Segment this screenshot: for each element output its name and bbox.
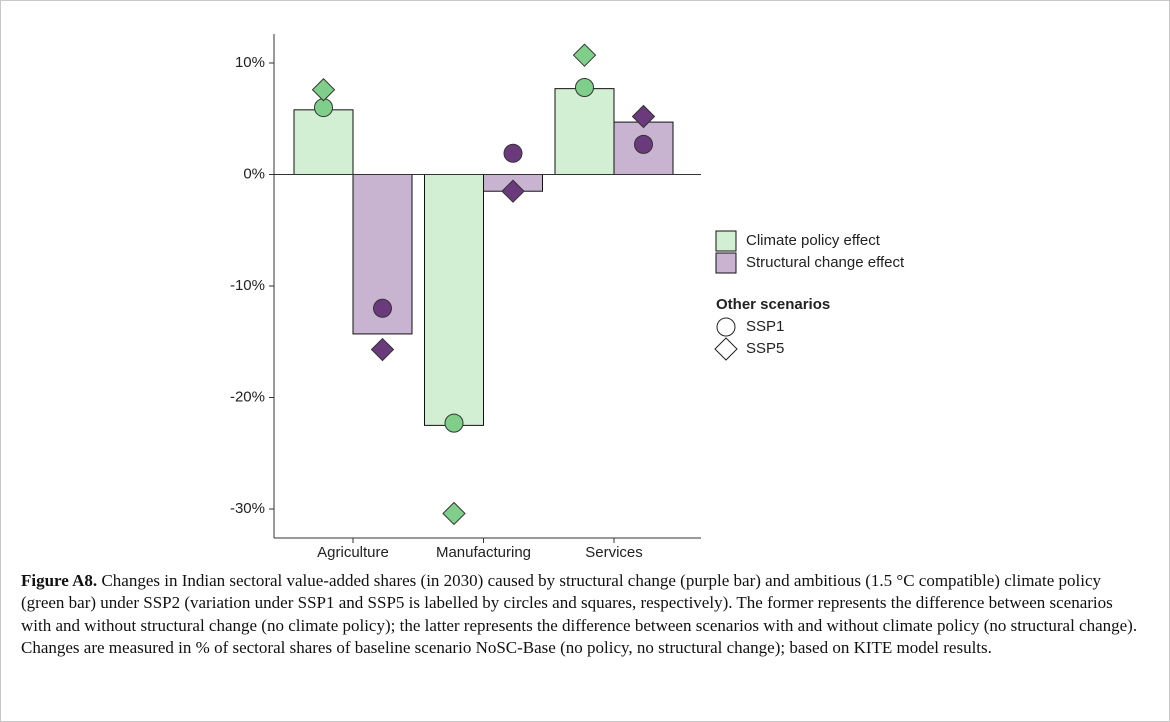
x-tick-label: Manufacturing <box>436 544 531 561</box>
chart: 10% 0% -10% -20% -30% Agriculture Manufacturin… <box>230 34 905 561</box>
legend-marker <box>714 337 738 361</box>
bar <box>554 88 615 175</box>
y-tick-label: 10% <box>235 54 265 71</box>
bar <box>424 173 484 426</box>
y-tick-label: -10% <box>230 277 265 294</box>
legend-swatch <box>715 230 737 252</box>
scenario-marker <box>444 413 464 433</box>
legend-title: Other scenarios <box>716 296 830 313</box>
legend-label: Structural change effect <box>746 254 905 271</box>
scenario-marker <box>370 337 395 362</box>
y-tick-label: 0% <box>243 165 265 182</box>
caption-text: Changes in Indian sectoral value-added s… <box>21 571 1138 658</box>
y-tick-label: -20% <box>230 388 265 405</box>
x-tick-label: Services <box>585 544 643 561</box>
y-tick-label: -30% <box>230 500 265 517</box>
legend-swatch <box>715 252 737 274</box>
bar <box>293 109 354 175</box>
legend-label: SSP1 <box>746 318 784 335</box>
scenario-marker <box>442 501 466 526</box>
legend-label: SSP5 <box>746 340 784 357</box>
scenario-marker <box>572 43 597 67</box>
x-tick-label: Agriculture <box>317 544 389 561</box>
legend-marker <box>716 317 736 337</box>
scenario-marker <box>634 134 653 154</box>
scenario-marker <box>631 104 656 129</box>
caption: Figure A8. Changes in Indian sectoral va… <box>21 570 1141 660</box>
scenario-marker <box>501 179 525 203</box>
scenario-marker <box>373 298 392 318</box>
caption-label: Figure A8. <box>21 571 98 590</box>
scenario-marker <box>311 78 336 102</box>
scenario-marker <box>575 78 594 98</box>
legend-label: Climate policy effect <box>746 232 881 249</box>
scenario-marker <box>503 143 523 163</box>
